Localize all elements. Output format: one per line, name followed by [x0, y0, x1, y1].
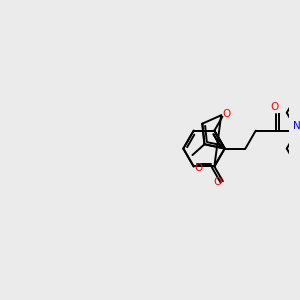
Text: O: O — [223, 109, 231, 119]
Text: O: O — [214, 177, 222, 187]
Text: O: O — [270, 102, 278, 112]
Text: N: N — [293, 121, 300, 131]
Text: O: O — [195, 163, 203, 173]
